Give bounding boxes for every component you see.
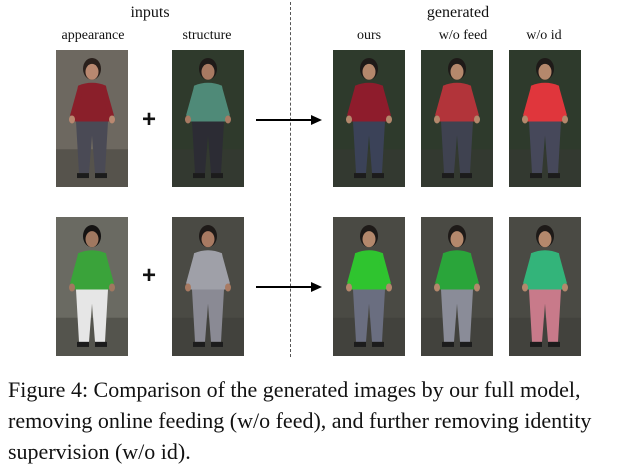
row2-wo-id-image [509, 217, 581, 356]
row1-structure-image [172, 50, 244, 187]
row1-arrow-icon [256, 115, 322, 125]
row2-appearance-image [56, 217, 128, 356]
column-label-appearance: appearance [61, 28, 125, 43]
column-label-structure: structure [182, 28, 232, 43]
row1-wo-feed-image [421, 50, 493, 187]
row2-arrow-icon [256, 282, 322, 292]
generated-label: generated [426, 4, 490, 21]
row2-ours-image [333, 217, 405, 356]
column-label-wo-id: w/o id [526, 28, 562, 43]
row1-appearance-image [56, 50, 128, 187]
row2-plus-sign: + [142, 262, 157, 289]
row1-wo-id-image [509, 50, 581, 187]
row1-ours-image [333, 50, 405, 187]
row2-wo-feed-image [421, 217, 493, 356]
input-output-divider [290, 2, 291, 357]
column-label-wo-feed: w/o feed [438, 28, 488, 43]
row2-structure-image [172, 217, 244, 356]
column-label-ours: ours [356, 28, 382, 43]
inputs-label: inputs [130, 4, 170, 21]
row1-plus-sign: + [142, 106, 157, 133]
figure-caption: Figure 4: Comparison of the generated im… [8, 377, 592, 464]
